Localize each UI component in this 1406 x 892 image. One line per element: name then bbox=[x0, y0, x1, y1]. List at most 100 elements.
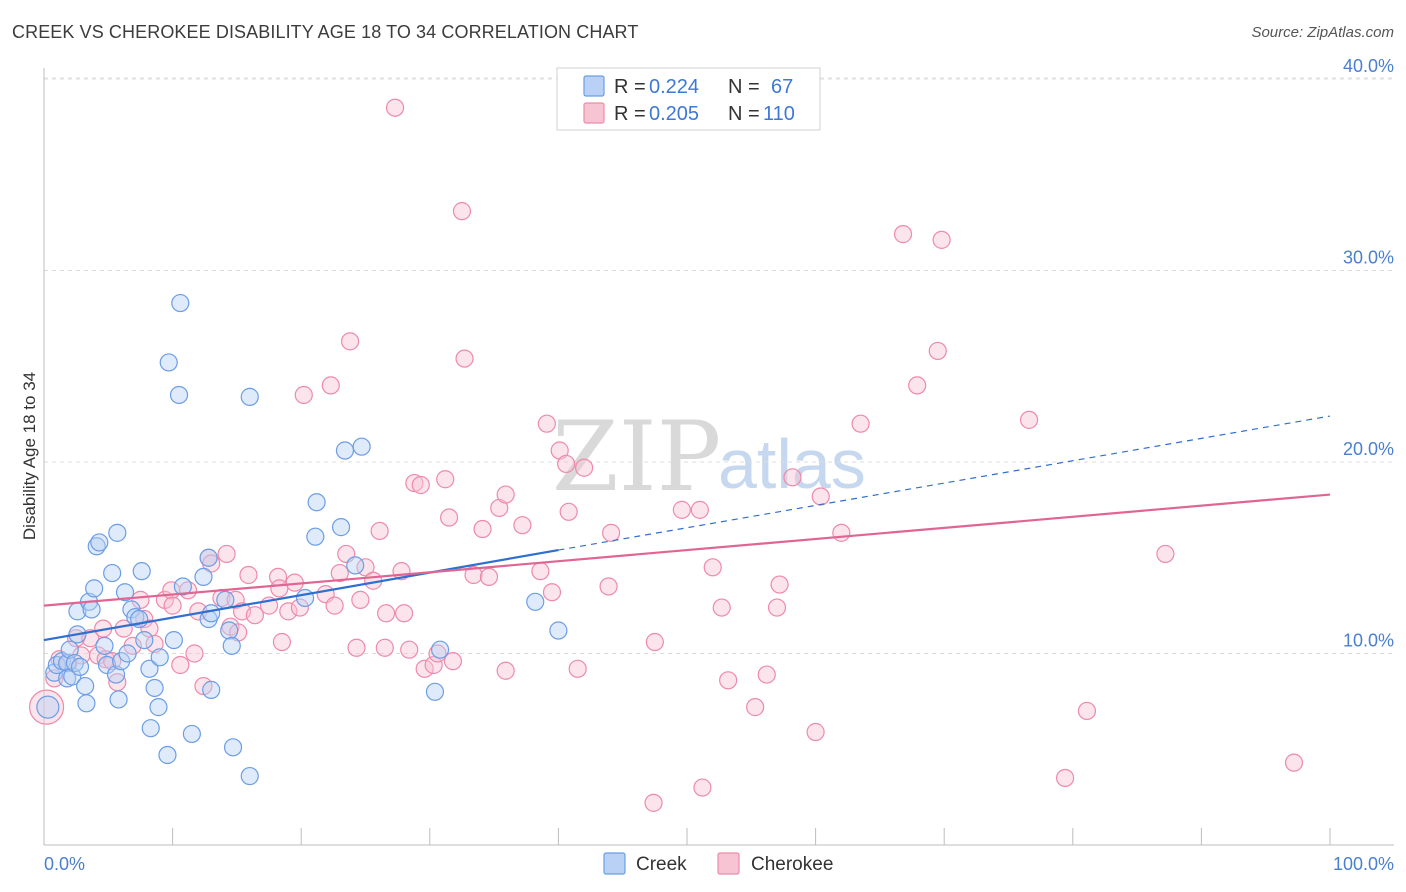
y-tick-labels: 10.0% 20.0% 30.0% 40.0% bbox=[1343, 56, 1394, 651]
cherokee-point bbox=[568, 659, 587, 678]
creek-point bbox=[158, 745, 177, 765]
cherokee-point bbox=[496, 661, 515, 680]
cherokee-point bbox=[290, 598, 310, 617]
cherokee-point bbox=[1284, 753, 1304, 772]
chart-title: CREEK VS CHEROKEE DISABILITY AGE 18 TO 3… bbox=[12, 22, 639, 42]
cherokee-point bbox=[376, 604, 396, 623]
cherokee-point bbox=[473, 519, 492, 539]
creek-point bbox=[60, 640, 79, 659]
creek-point bbox=[549, 621, 568, 640]
creek-point bbox=[335, 441, 355, 460]
creek-point bbox=[103, 563, 122, 583]
trendlines bbox=[43, 415, 1331, 642]
cherokee-point bbox=[832, 523, 851, 542]
creek-point bbox=[295, 588, 315, 608]
cherokee-point bbox=[1077, 701, 1097, 721]
cherokee-point bbox=[690, 500, 709, 519]
creek-point bbox=[169, 385, 189, 405]
cherokee-point bbox=[479, 567, 499, 587]
chart-source: Source: ZipAtlas.com bbox=[1251, 24, 1394, 41]
cherokee-point bbox=[783, 468, 802, 487]
creek-point bbox=[70, 657, 90, 677]
legend-cherokee-n-value: 110 bbox=[763, 103, 795, 125]
bottom-legend-creek-swatch bbox=[603, 852, 626, 875]
creek-point bbox=[108, 523, 127, 542]
cherokee-point bbox=[96, 650, 115, 669]
creek-point bbox=[222, 636, 241, 655]
bottom-legend-creek-label: Creek bbox=[636, 854, 687, 875]
cherokee-point bbox=[217, 544, 236, 564]
bottom-legend-cherokee-label: Cherokee bbox=[751, 854, 833, 875]
cherokee-point bbox=[330, 563, 349, 583]
legend-creek-r-label: R = bbox=[614, 76, 646, 98]
creek-point bbox=[216, 590, 235, 609]
cherokee-trendline bbox=[43, 493, 1331, 607]
cherokee-point bbox=[464, 565, 483, 585]
legend-creek-n-value: 67 bbox=[771, 76, 793, 98]
creek-point bbox=[85, 579, 104, 598]
legend-cherokee-r-label: R = bbox=[614, 103, 646, 125]
cherokee-point bbox=[294, 385, 313, 405]
cherokee-point bbox=[443, 652, 463, 671]
cherokee-point bbox=[712, 598, 731, 617]
cherokee-point bbox=[321, 376, 340, 395]
cherokee-point bbox=[45, 669, 64, 688]
y-tick-label-20: 20.0% bbox=[1343, 439, 1394, 459]
creek-point bbox=[150, 648, 169, 667]
watermark-atlas: atlas bbox=[718, 425, 866, 503]
cherokee-point bbox=[531, 562, 550, 581]
creek-point bbox=[149, 698, 168, 717]
cherokee-point bbox=[171, 655, 190, 675]
creek-point bbox=[36, 695, 60, 719]
legend-cherokee-swatch bbox=[583, 102, 605, 124]
creek-point bbox=[182, 724, 201, 744]
creek-point bbox=[430, 640, 450, 659]
cherokee-point bbox=[645, 632, 664, 652]
creek-trendline bbox=[43, 549, 559, 642]
creek-point bbox=[140, 659, 159, 678]
cherokee-point bbox=[513, 516, 532, 535]
cherokee-point bbox=[1156, 544, 1175, 564]
cherokee-point bbox=[340, 332, 360, 351]
cherokee-point bbox=[411, 475, 430, 495]
creek-point bbox=[171, 293, 190, 313]
cherokee-point bbox=[928, 341, 947, 361]
cherokee-point bbox=[226, 590, 245, 609]
cherokee-point bbox=[436, 470, 455, 489]
cherokee-point bbox=[693, 778, 712, 797]
creek-point bbox=[77, 694, 96, 713]
legend-creek-r-value: 0.224 bbox=[649, 76, 699, 98]
creek-point bbox=[76, 676, 95, 696]
cherokee-point bbox=[644, 793, 663, 812]
creek-point bbox=[202, 680, 221, 699]
cherokee-point bbox=[893, 225, 913, 244]
cherokee-point bbox=[932, 230, 951, 249]
cherokee-point bbox=[602, 523, 621, 542]
creek-point bbox=[425, 682, 445, 701]
bottom-legend-cherokee-swatch bbox=[717, 852, 740, 875]
creek-point bbox=[526, 592, 545, 611]
creek-series bbox=[36, 293, 568, 786]
cherokee-point bbox=[375, 638, 394, 657]
cherokee-point bbox=[455, 349, 474, 368]
bottom-legend: Creek Cherokee bbox=[603, 852, 833, 875]
cherokee-point bbox=[1055, 768, 1075, 788]
creek-point bbox=[194, 567, 213, 587]
creek-point bbox=[202, 604, 221, 623]
creek-point bbox=[109, 690, 128, 709]
cherokee-point bbox=[599, 577, 618, 596]
cherokee-point bbox=[394, 604, 414, 623]
creek-point bbox=[346, 556, 365, 575]
cherokee-point bbox=[1019, 410, 1039, 429]
cherokee-point bbox=[239, 565, 258, 585]
y-tick-label-40: 40.0% bbox=[1343, 56, 1394, 76]
creek-point bbox=[352, 437, 371, 456]
cherokee-point bbox=[542, 583, 562, 602]
y-axis-label: Disability Age 18 to 34 bbox=[20, 372, 39, 540]
creek-point bbox=[90, 533, 109, 552]
y-tick-label-30: 30.0% bbox=[1343, 248, 1394, 268]
watermark-zip: ZIP bbox=[552, 401, 721, 513]
creek-point bbox=[199, 548, 218, 567]
y-tick-label-10: 10.0% bbox=[1343, 631, 1394, 651]
